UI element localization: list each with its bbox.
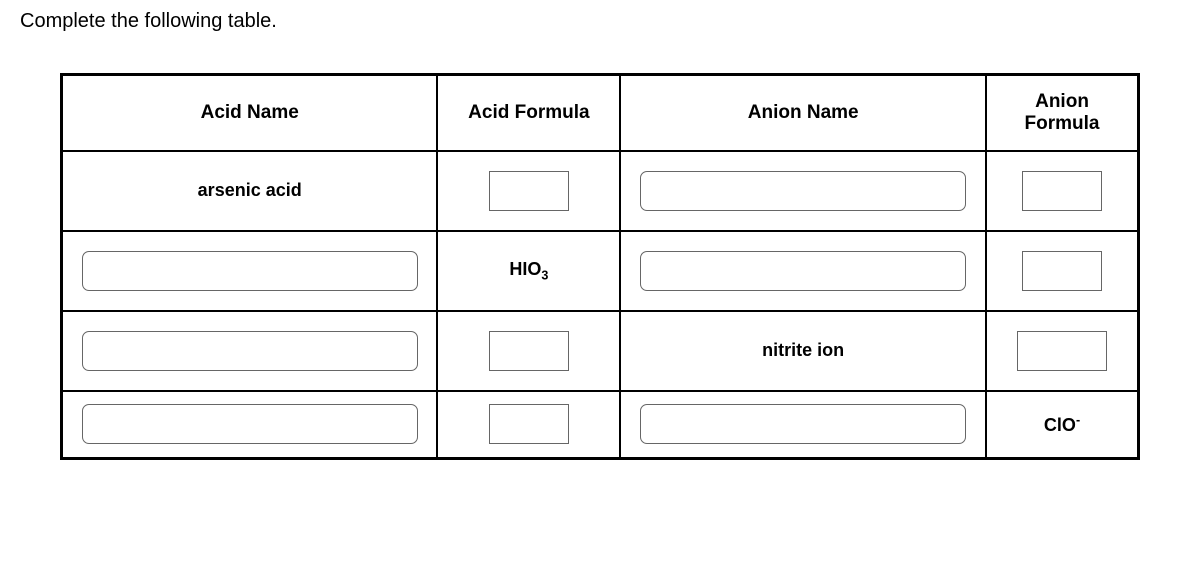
table-row: nitrite ion: [62, 311, 1139, 391]
cell-anion-formula-4: ClO-: [986, 391, 1138, 459]
header-anion-formula: AnionFormula: [986, 75, 1138, 151]
instruction-text: Complete the following table.: [20, 10, 1180, 33]
input-acid-formula-1[interactable]: [489, 171, 569, 211]
cell-anion-name-3: nitrite ion: [620, 311, 986, 391]
input-acid-formula-3[interactable]: [489, 331, 569, 371]
table-row: ClO-: [62, 391, 1139, 459]
input-anion-formula-3[interactable]: [1017, 331, 1107, 371]
input-anion-formula-1[interactable]: [1022, 171, 1102, 211]
input-anion-name-4[interactable]: [640, 404, 967, 444]
input-acid-formula-4[interactable]: [489, 404, 569, 444]
input-acid-name-3[interactable]: [82, 331, 418, 371]
input-anion-name-2[interactable]: [640, 251, 967, 291]
header-row: Acid Name Acid Formula Anion Name AnionF…: [62, 75, 1139, 151]
cell-acid-name-1: arsenic acid: [62, 151, 438, 231]
table-row: HIO3: [62, 231, 1139, 311]
acid-table: Acid Name Acid Formula Anion Name AnionF…: [60, 73, 1140, 460]
input-acid-name-4[interactable]: [82, 404, 418, 444]
input-anion-formula-2[interactable]: [1022, 251, 1102, 291]
input-acid-name-2[interactable]: [82, 251, 418, 291]
input-anion-name-1[interactable]: [640, 171, 967, 211]
header-anion-name: Anion Name: [620, 75, 986, 151]
cell-acid-formula-2: HIO3: [437, 231, 620, 311]
table-row: arsenic acid: [62, 151, 1139, 231]
header-acid-name: Acid Name: [62, 75, 438, 151]
header-acid-formula: Acid Formula: [437, 75, 620, 151]
